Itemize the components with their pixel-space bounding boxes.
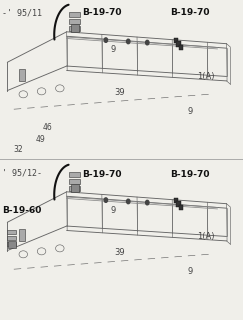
Ellipse shape bbox=[37, 88, 46, 95]
Bar bbox=[174, 38, 178, 44]
Bar bbox=[69, 186, 80, 191]
Bar bbox=[8, 241, 16, 248]
Ellipse shape bbox=[56, 245, 64, 252]
Text: 46: 46 bbox=[43, 123, 52, 132]
Text: ' 95/12-: ' 95/12- bbox=[2, 169, 43, 178]
Circle shape bbox=[127, 199, 130, 204]
Bar bbox=[69, 26, 80, 31]
Text: 9: 9 bbox=[111, 206, 116, 215]
Circle shape bbox=[146, 200, 149, 205]
Text: B-19-70: B-19-70 bbox=[170, 8, 210, 17]
Text: 9: 9 bbox=[111, 45, 116, 54]
Circle shape bbox=[127, 39, 130, 44]
Bar bbox=[71, 24, 78, 32]
Bar bbox=[18, 69, 25, 82]
Circle shape bbox=[104, 38, 108, 42]
Text: 9: 9 bbox=[187, 107, 192, 116]
Bar bbox=[8, 236, 16, 240]
Text: B-19-60: B-19-60 bbox=[2, 206, 42, 215]
Bar bbox=[174, 198, 178, 204]
Bar bbox=[69, 172, 80, 177]
Text: 49: 49 bbox=[35, 135, 45, 144]
Text: 32: 32 bbox=[13, 145, 23, 154]
Bar bbox=[69, 179, 80, 184]
Ellipse shape bbox=[19, 251, 27, 258]
Text: 1(A): 1(A) bbox=[197, 72, 214, 81]
Text: -' 95/11: -' 95/11 bbox=[2, 8, 43, 17]
Bar bbox=[176, 202, 181, 207]
Text: B-19-70: B-19-70 bbox=[170, 170, 210, 179]
Ellipse shape bbox=[56, 85, 64, 92]
Text: 9: 9 bbox=[187, 267, 192, 276]
Bar bbox=[69, 12, 80, 17]
Circle shape bbox=[146, 40, 149, 45]
Bar bbox=[18, 229, 25, 242]
Bar bbox=[8, 230, 16, 235]
Circle shape bbox=[104, 198, 108, 202]
Text: 39: 39 bbox=[114, 248, 125, 257]
Bar bbox=[179, 205, 183, 210]
Text: B-19-70: B-19-70 bbox=[83, 8, 122, 17]
Ellipse shape bbox=[19, 91, 27, 98]
Text: 1(A): 1(A) bbox=[197, 232, 214, 241]
Text: B-19-70: B-19-70 bbox=[83, 170, 122, 179]
Bar bbox=[179, 45, 183, 50]
Text: 39: 39 bbox=[114, 88, 125, 97]
Bar bbox=[71, 184, 78, 192]
Ellipse shape bbox=[37, 248, 46, 255]
Bar bbox=[69, 19, 80, 24]
Bar bbox=[176, 42, 181, 47]
Bar bbox=[8, 242, 16, 246]
